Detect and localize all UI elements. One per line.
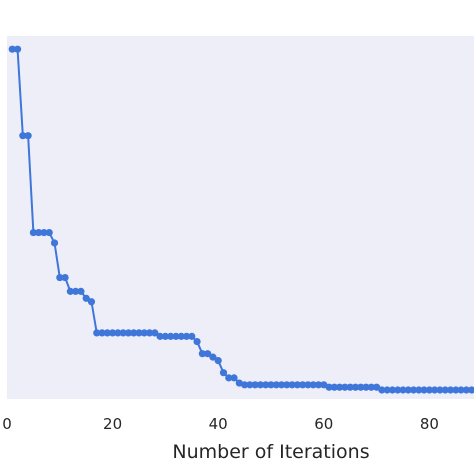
data-point bbox=[336, 383, 344, 391]
data-point bbox=[425, 386, 433, 394]
data-point bbox=[19, 132, 27, 140]
data-point bbox=[267, 381, 275, 389]
data-point bbox=[446, 386, 455, 394]
x-tick-labels: 0 20 40 60 80 bbox=[2, 415, 439, 433]
data-point bbox=[87, 298, 96, 306]
data-point bbox=[204, 350, 212, 358]
data-point bbox=[262, 381, 270, 389]
data-point bbox=[415, 386, 423, 394]
data-point bbox=[135, 329, 143, 337]
data-point bbox=[61, 273, 69, 282]
data-point bbox=[436, 386, 444, 394]
data-point bbox=[140, 329, 148, 337]
data-point bbox=[130, 329, 138, 337]
data-point bbox=[45, 228, 53, 237]
data-point bbox=[341, 383, 349, 391]
data-point bbox=[225, 374, 233, 382]
data-point bbox=[77, 287, 85, 295]
data-point bbox=[66, 287, 74, 295]
data-point bbox=[8, 45, 16, 53]
data-point bbox=[325, 383, 333, 391]
data-point bbox=[457, 386, 465, 394]
data-point bbox=[151, 329, 159, 337]
data-point bbox=[357, 383, 365, 391]
x-tick-label: 20 bbox=[103, 415, 122, 433]
data-point bbox=[277, 381, 286, 389]
data-point bbox=[304, 381, 312, 389]
data-point bbox=[388, 386, 397, 394]
data-point bbox=[251, 381, 259, 389]
data-point bbox=[156, 332, 164, 340]
data-point bbox=[114, 329, 122, 337]
data-point bbox=[351, 383, 360, 391]
plot-background bbox=[7, 36, 474, 399]
series-layer bbox=[8, 45, 474, 394]
data-point bbox=[35, 228, 43, 237]
data-point bbox=[394, 386, 402, 394]
data-point bbox=[209, 353, 217, 361]
data-point bbox=[82, 294, 90, 302]
data-point bbox=[462, 386, 470, 394]
data-point bbox=[161, 332, 169, 340]
data-point bbox=[241, 381, 249, 389]
data-point bbox=[399, 386, 407, 394]
data-point bbox=[452, 386, 460, 394]
data-point bbox=[29, 228, 37, 237]
data-point bbox=[441, 386, 449, 394]
data-point bbox=[256, 381, 265, 389]
data-point bbox=[431, 386, 439, 394]
data-point bbox=[93, 329, 101, 337]
data-point bbox=[330, 383, 338, 391]
data-point bbox=[346, 383, 354, 391]
data-point bbox=[109, 329, 117, 337]
data-point bbox=[378, 386, 386, 394]
x-tick-label: 40 bbox=[209, 415, 228, 433]
data-point bbox=[272, 381, 280, 389]
x-tick-label: 0 bbox=[2, 415, 12, 433]
data-point bbox=[198, 350, 206, 358]
data-point bbox=[309, 381, 317, 389]
data-point bbox=[98, 329, 106, 337]
data-point bbox=[172, 332, 180, 340]
data-point bbox=[219, 369, 228, 377]
data-point bbox=[362, 383, 370, 391]
data-point bbox=[314, 381, 323, 389]
data-point bbox=[293, 381, 301, 389]
data-point bbox=[420, 386, 428, 394]
data-point bbox=[188, 332, 196, 340]
data-point bbox=[119, 329, 127, 337]
data-point bbox=[145, 329, 154, 337]
data-point bbox=[182, 332, 191, 340]
data-point bbox=[409, 386, 418, 394]
data-point bbox=[40, 228, 48, 237]
data-point bbox=[193, 337, 201, 346]
data-point bbox=[383, 386, 391, 394]
x-tick-label: 80 bbox=[420, 415, 439, 433]
data-point bbox=[468, 386, 474, 394]
data-point bbox=[124, 329, 133, 337]
data-point bbox=[246, 381, 254, 389]
data-point bbox=[13, 45, 22, 53]
data-point bbox=[167, 332, 175, 340]
data-point bbox=[373, 383, 381, 391]
data-point bbox=[56, 273, 64, 282]
data-point bbox=[299, 381, 307, 389]
data-point bbox=[177, 332, 185, 340]
data-point bbox=[50, 239, 59, 247]
data-point bbox=[367, 383, 375, 391]
data-point bbox=[72, 287, 80, 295]
data-point bbox=[230, 374, 238, 382]
x-tick-label: 60 bbox=[314, 415, 333, 433]
data-point bbox=[24, 132, 32, 140]
data-point bbox=[288, 381, 296, 389]
x-axis-label: Number of Iterations bbox=[172, 441, 369, 463]
data-point bbox=[214, 356, 222, 365]
data-point bbox=[404, 386, 412, 394]
data-point bbox=[283, 381, 291, 389]
data-point bbox=[103, 329, 111, 337]
